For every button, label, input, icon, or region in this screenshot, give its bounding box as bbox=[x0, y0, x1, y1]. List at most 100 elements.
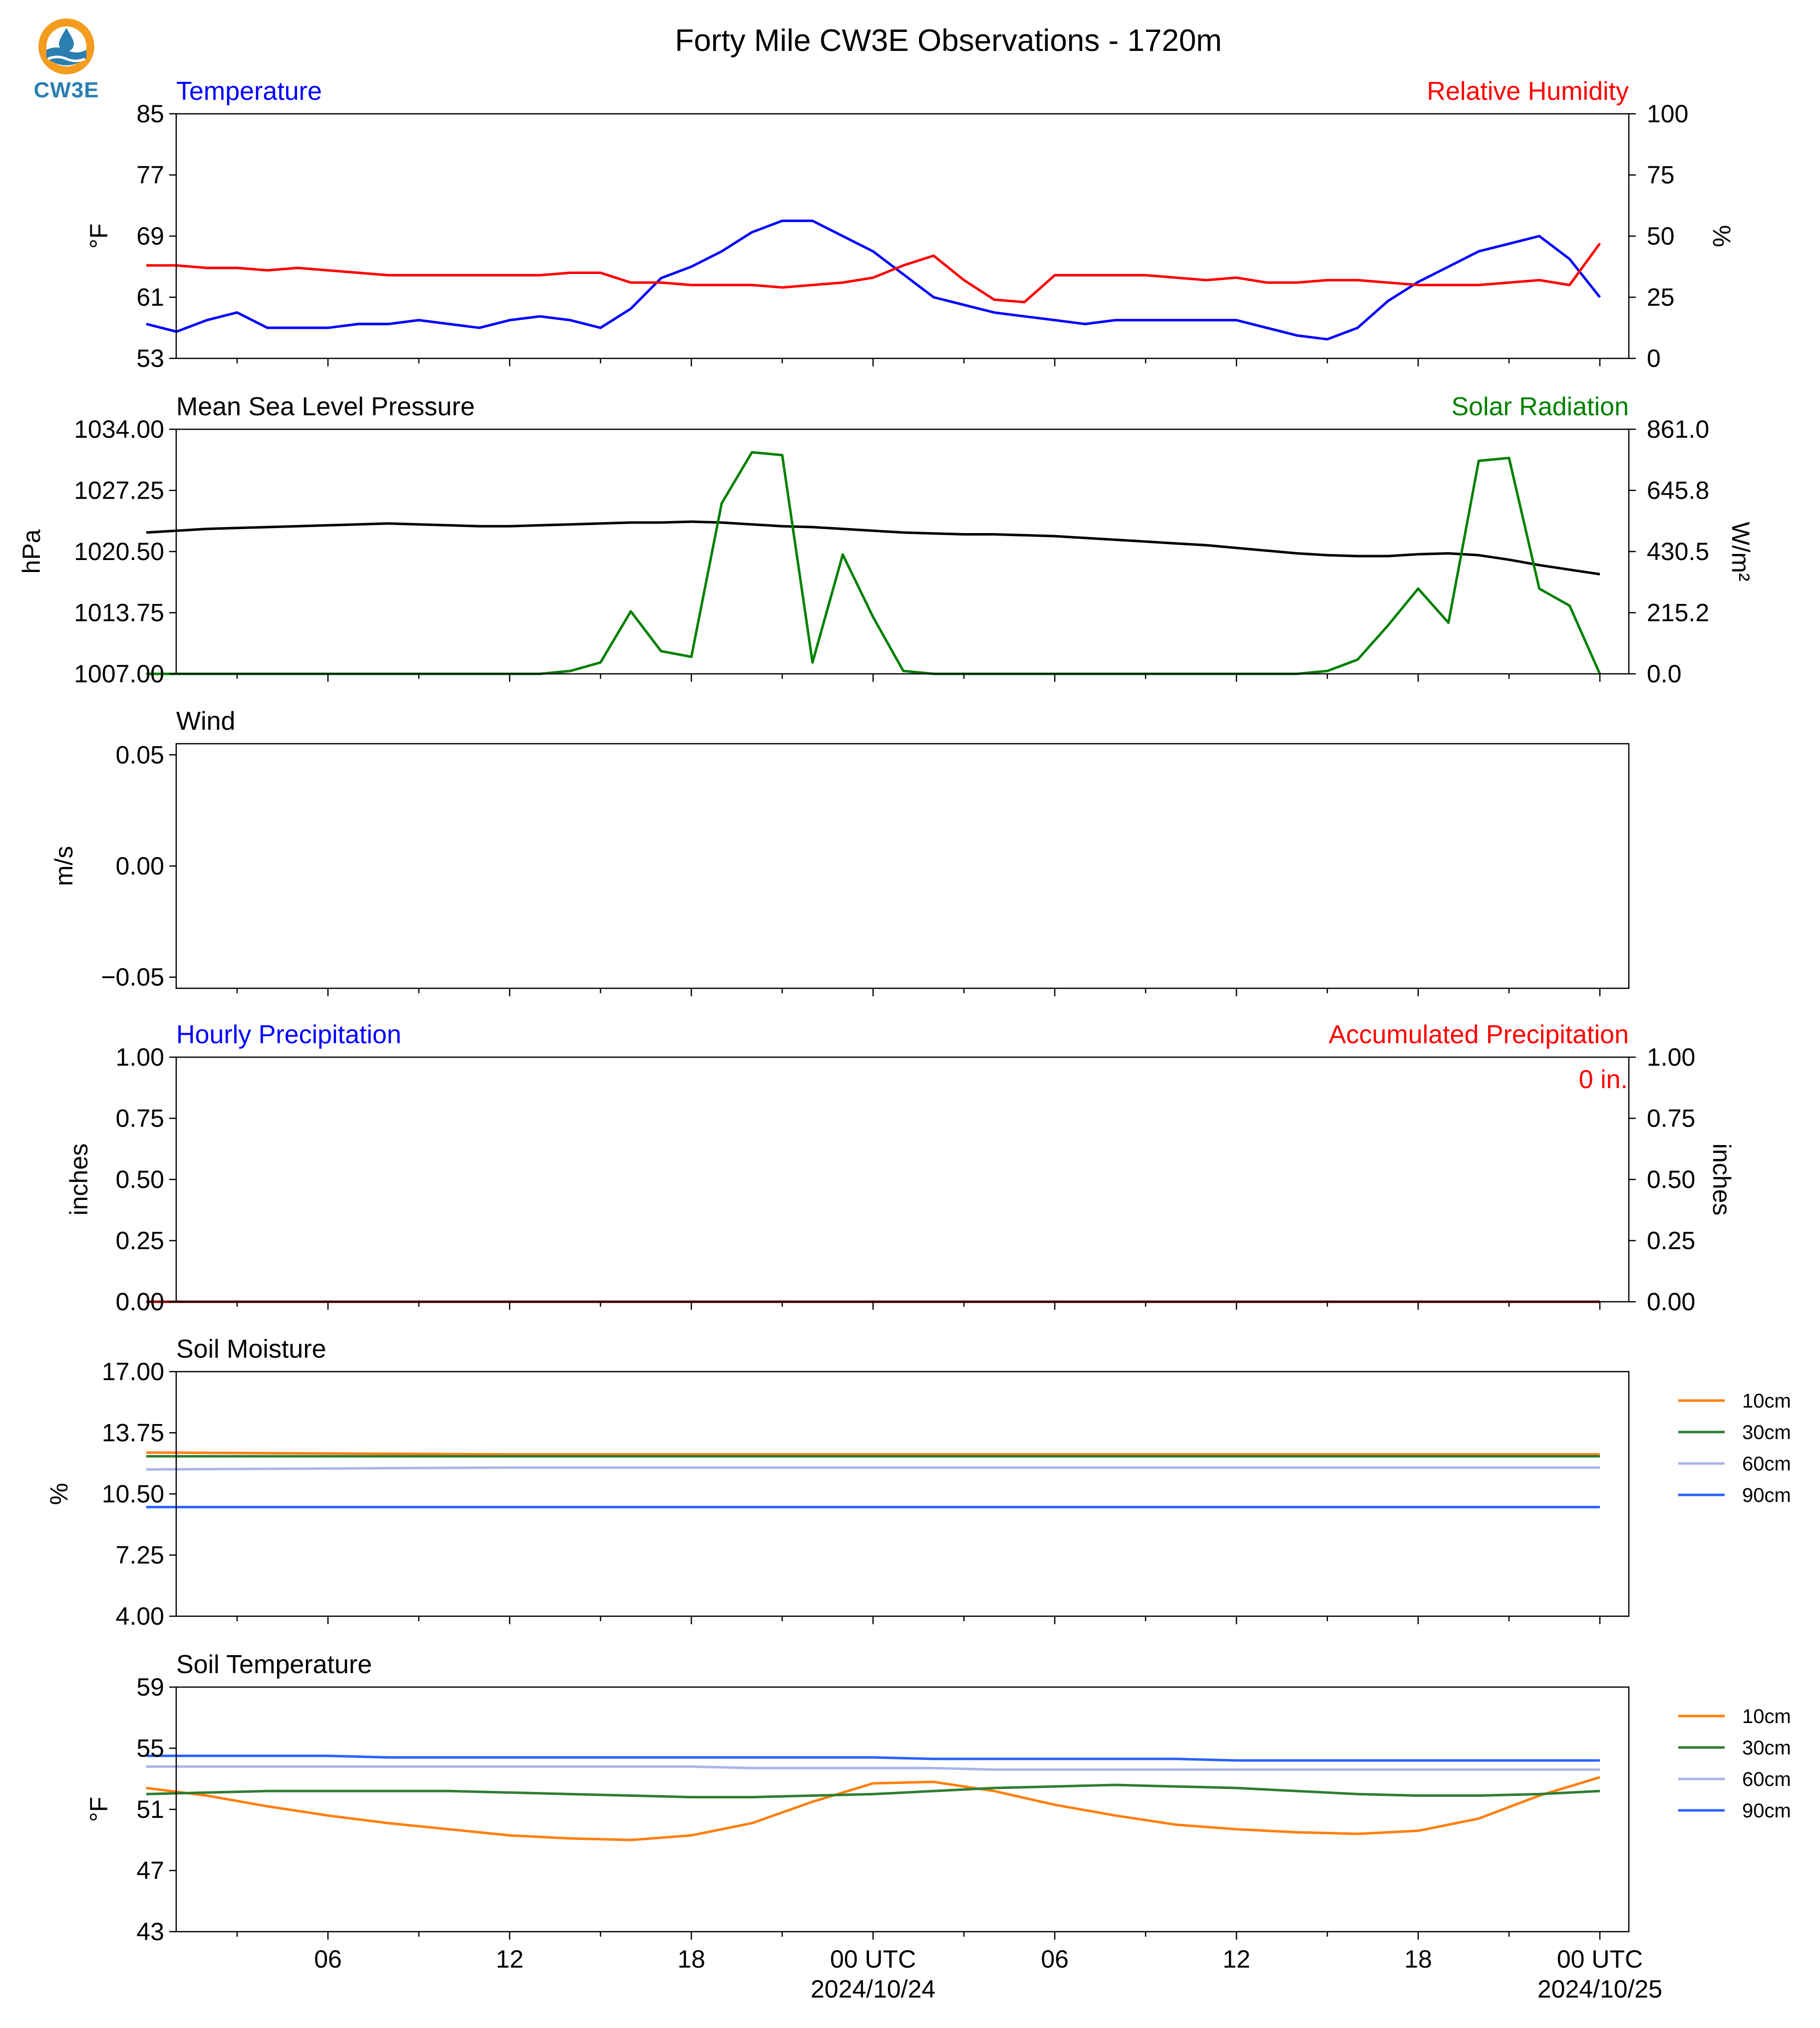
y2-axis-unit: % bbox=[1708, 225, 1736, 247]
accumulated-total-label: 0 in. bbox=[1579, 1065, 1628, 1094]
panel-title-left: Soil Moisture bbox=[176, 1335, 326, 1364]
y-tick-label: 0.05 bbox=[116, 741, 164, 769]
y-tick-label: 69 bbox=[136, 222, 164, 250]
y-tick-label: 55 bbox=[136, 1735, 164, 1762]
panel-soil-moisture: 17.00 13.75 10.50 7.25 4.00 Soil Moisture% 10c… bbox=[45, 1335, 1791, 1630]
y-tick-label: 61 bbox=[136, 284, 164, 311]
y-tick-label: 0.00 bbox=[116, 852, 164, 880]
plot-frame bbox=[175, 1056, 1630, 1303]
plot-frame bbox=[175, 428, 1630, 675]
series-line-solar-radiation bbox=[146, 451, 1601, 675]
panel-title-left: Mean Sea Level Pressure bbox=[176, 392, 475, 421]
x-tick-label: 18 bbox=[677, 1945, 705, 1973]
y-tick-label: 10.50 bbox=[102, 1480, 164, 1508]
panel-wind: 0.05 0.00 −0.05 Wind m/s bbox=[50, 707, 1630, 996]
y2-tick-label: 50 bbox=[1647, 222, 1675, 250]
y2-axis-unit: inches bbox=[1708, 1144, 1736, 1216]
y2-tick-label: 1.00 bbox=[1647, 1043, 1695, 1071]
series-line-10cm bbox=[146, 1776, 1600, 1841]
panel-title-right: Relative Humidity bbox=[1427, 77, 1629, 106]
panel-title-right: Accumulated Precipitation bbox=[1329, 1020, 1629, 1049]
cw3e-logo: CW3E bbox=[29, 14, 104, 104]
plot-frame bbox=[175, 1686, 1630, 1933]
series-line-90cm bbox=[146, 1754, 1600, 1762]
y-tick-label: 7.25 bbox=[116, 1541, 164, 1569]
series-line-temperature bbox=[146, 219, 1601, 341]
y2-tick-label: 0.25 bbox=[1647, 1227, 1695, 1255]
y-tick-label: 0.50 bbox=[116, 1165, 164, 1193]
y2-tick-label: 430.5 bbox=[1647, 538, 1709, 566]
y-tick-label: 1027.25 bbox=[74, 477, 164, 505]
cw3e-logo-icon bbox=[38, 18, 94, 74]
y-tick-label: 1007.00 bbox=[74, 660, 164, 688]
legend-label: 10cm bbox=[1742, 1390, 1791, 1412]
y2-tick-label: 0.50 bbox=[1647, 1165, 1695, 1193]
y2-tick-label: 25 bbox=[1647, 284, 1675, 311]
y2-axis-unit: W/m² bbox=[1727, 522, 1755, 581]
y-tick-label: 13.75 bbox=[102, 1419, 164, 1447]
x-tick-label: 06 bbox=[1041, 1945, 1069, 1973]
legend-label: 90cm bbox=[1742, 1484, 1791, 1506]
legend-label: 90cm bbox=[1742, 1800, 1791, 1822]
y-axis-unit: °F bbox=[85, 224, 113, 249]
y-axis-unit: inches bbox=[65, 1144, 93, 1216]
legend-label: 60cm bbox=[1742, 1453, 1791, 1475]
panel-precipitation: 1.00 0.75 0.50 0.25 0.00 1.00 0.75 0.50 0.25 0.00… bbox=[65, 1020, 1736, 1316]
y-tick-label: 51 bbox=[136, 1795, 164, 1823]
panel-pressure-solar: 1034.00 1027.25 1020.50 1013.75 1007.00 861.0… bbox=[17, 392, 1755, 688]
x-tick-label: 12 bbox=[496, 1945, 524, 1973]
panel-title-left: Hourly Precipitation bbox=[176, 1020, 401, 1049]
series-line-60cm bbox=[146, 1765, 1600, 1771]
y2-tick-label: 0 bbox=[1647, 344, 1661, 372]
panel-title-right: Solar Radiation bbox=[1451, 392, 1629, 421]
legend-label: 10cm bbox=[1742, 1706, 1791, 1728]
y-tick-label: 0.00 bbox=[116, 1288, 164, 1316]
y2-tick-label: 100 bbox=[1647, 100, 1688, 128]
chart-title: Forty Mile CW3E Observations - 1720m bbox=[675, 23, 1222, 58]
plot-frame bbox=[175, 1371, 1630, 1617]
panel-soil-temperature: 59 55 51 47 43 Soil Temperature °F 10cm 30cm 60cm… bbox=[85, 1650, 1791, 1946]
y-tick-label: 1034.00 bbox=[74, 415, 164, 443]
y2-tick-label: 861.0 bbox=[1647, 415, 1709, 443]
y-axis-unit: m/s bbox=[50, 846, 78, 886]
y-tick-label: 1020.50 bbox=[74, 538, 164, 566]
plot-frame bbox=[175, 743, 1630, 989]
series-line-30cm bbox=[146, 1783, 1600, 1798]
y-tick-label: 59 bbox=[136, 1673, 164, 1701]
y-axis-unit: hPa bbox=[17, 529, 45, 574]
panel-title-left: Wind bbox=[176, 707, 235, 736]
series-line-60cm bbox=[146, 1466, 1600, 1471]
series-line-mean-sea-level-pressure bbox=[146, 520, 1600, 576]
y-tick-label: 0.25 bbox=[116, 1227, 164, 1255]
y2-tick-label: 75 bbox=[1647, 161, 1675, 189]
y-tick-label: 85 bbox=[136, 100, 164, 128]
y2-tick-label: 0.75 bbox=[1647, 1105, 1695, 1133]
x-tick-label: 00 UTC bbox=[1557, 1945, 1643, 1973]
y-tick-label: 17.00 bbox=[102, 1358, 164, 1386]
x-tick-label: 18 bbox=[1404, 1945, 1432, 1973]
series-line-relative-humidity bbox=[146, 243, 1601, 303]
x-date-label: 2024/10/25 bbox=[1537, 1975, 1662, 2003]
y-tick-label: 1013.75 bbox=[74, 599, 164, 627]
y2-tick-label: 0.0 bbox=[1647, 660, 1682, 688]
panel-temperature-humidity: 85 77 69 61 53 100 75 50 25 0 Temperature Relative … bbox=[85, 77, 1736, 372]
y2-tick-label: 0.00 bbox=[1647, 1288, 1695, 1316]
logo-text: CW3E bbox=[33, 78, 99, 102]
panel-title-left: Temperature bbox=[176, 77, 322, 106]
y-tick-label: 0.75 bbox=[116, 1105, 164, 1133]
y-tick-label: 77 bbox=[136, 161, 164, 189]
panel-title-left: Soil Temperature bbox=[176, 1650, 372, 1679]
x-tick-label: 12 bbox=[1222, 1945, 1250, 1973]
y-tick-label: 1.00 bbox=[116, 1043, 164, 1071]
y2-tick-label: 215.2 bbox=[1647, 599, 1709, 627]
y-axis-unit: % bbox=[45, 1483, 73, 1505]
x-tick-label: 06 bbox=[314, 1945, 342, 1973]
y-tick-label: 43 bbox=[136, 1918, 164, 1946]
y-axis-unit: °F bbox=[85, 1797, 113, 1822]
y-tick-label: 53 bbox=[136, 344, 164, 372]
y2-tick-label: 645.8 bbox=[1647, 477, 1709, 505]
x-tick-label: 00 UTC bbox=[830, 1945, 916, 1973]
legend-label: 30cm bbox=[1742, 1422, 1791, 1444]
